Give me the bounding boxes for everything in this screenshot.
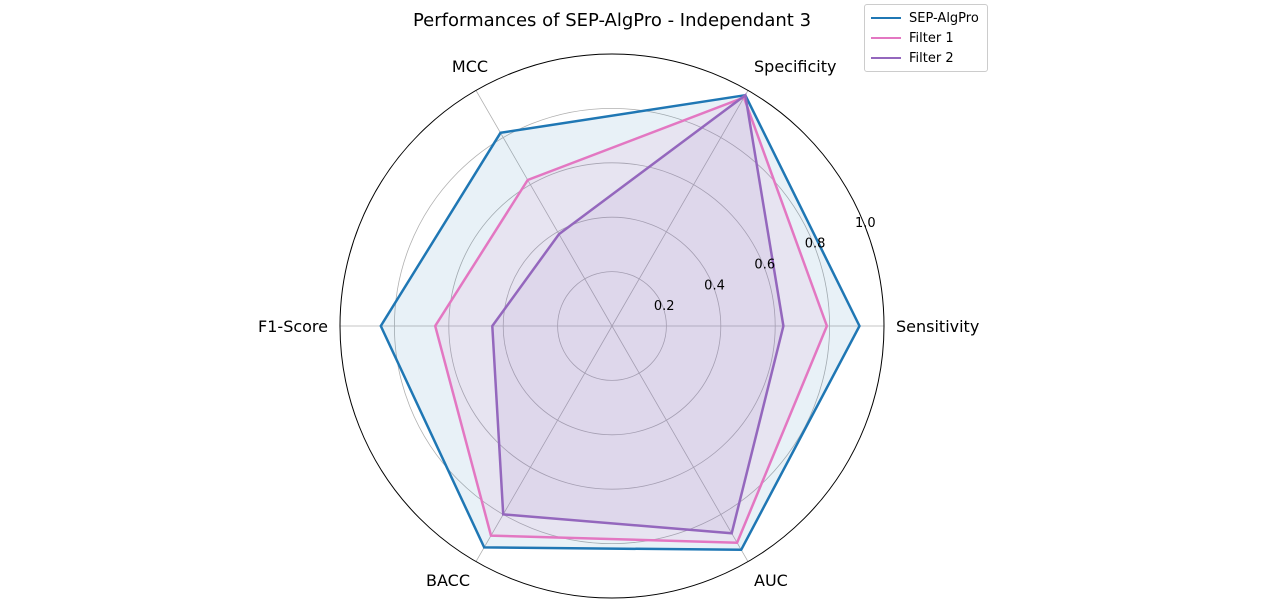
axis-label: F1-Score bbox=[258, 317, 328, 336]
series-fill-2 bbox=[492, 95, 784, 534]
outer-frame bbox=[339, 53, 885, 599]
legend-swatch bbox=[871, 57, 901, 59]
axis-label: MCC bbox=[452, 57, 488, 76]
axis-spoke bbox=[611, 90, 749, 327]
axis-label: Sensitivity bbox=[896, 317, 979, 336]
axis-spoke bbox=[611, 325, 749, 562]
radar-series bbox=[379, 92, 861, 552]
r-tick-label: 0.6 bbox=[754, 258, 775, 273]
r-tick-label: 1.0 bbox=[855, 216, 876, 231]
legend-label: Filter 2 bbox=[909, 50, 954, 66]
legend-item: Filter 1 bbox=[871, 28, 981, 48]
series-fill-0 bbox=[380, 95, 860, 550]
chart-title: Performances of SEP-AlgPro - Independant… bbox=[413, 10, 811, 31]
legend-swatch bbox=[871, 37, 901, 39]
r-tick-label: 0.4 bbox=[704, 278, 725, 293]
axis-label: Specificity bbox=[754, 57, 836, 76]
r-tick-label: 0.8 bbox=[805, 237, 826, 252]
radar-grid bbox=[339, 53, 885, 599]
axis-label: AUC bbox=[754, 571, 788, 590]
series-line-2 bbox=[491, 92, 785, 535]
axis-spoke bbox=[475, 325, 613, 562]
legend-label: Filter 1 bbox=[909, 30, 954, 46]
legend-item: SEP-AlgPro bbox=[871, 8, 981, 28]
r-tick-label: 0.2 bbox=[654, 299, 675, 314]
axis-label: BACC bbox=[426, 571, 470, 590]
axis-spoke bbox=[475, 90, 613, 327]
legend-label: SEP-AlgPro bbox=[909, 10, 979, 26]
legend: SEP-AlgPro Filter 1 Filter 2 bbox=[864, 4, 988, 72]
legend-item: Filter 2 bbox=[871, 48, 981, 68]
radar-labels: 0.2 0.4 0.6 0.8 1.0 Sensitivity Specificity MCC… bbox=[258, 57, 979, 590]
legend-swatch bbox=[871, 17, 901, 19]
series-fill-1 bbox=[435, 97, 827, 543]
